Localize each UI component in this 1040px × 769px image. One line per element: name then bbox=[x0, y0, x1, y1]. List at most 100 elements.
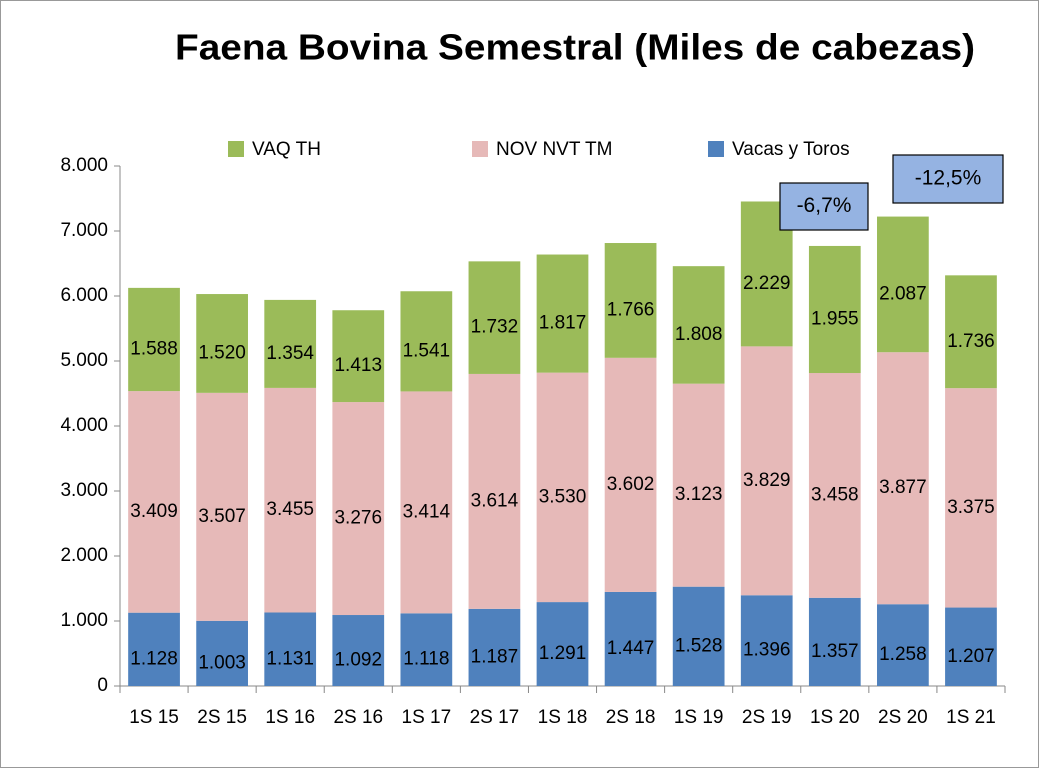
bar-segment bbox=[740, 346, 793, 596]
data-label: 1.207 bbox=[947, 646, 995, 667]
bar-segment bbox=[604, 357, 657, 592]
bar-segment bbox=[400, 291, 453, 392]
data-label: 1.520 bbox=[198, 342, 246, 363]
bar-segment bbox=[877, 216, 929, 353]
annotation-box bbox=[892, 154, 1004, 204]
bar-segment bbox=[808, 597, 861, 686]
bar-segment bbox=[128, 391, 180, 613]
data-label: 3.877 bbox=[879, 477, 927, 498]
bar-segment bbox=[400, 391, 453, 614]
bar-segment bbox=[128, 287, 180, 392]
bar-segment bbox=[604, 243, 657, 358]
data-label: 1.766 bbox=[607, 299, 655, 320]
data-label: 3.602 bbox=[607, 474, 655, 495]
legend-label: Vacas y Toros bbox=[732, 139, 850, 160]
data-label: 1.003 bbox=[198, 652, 246, 673]
y-tick-label: 5.000 bbox=[60, 350, 108, 371]
bar-segment bbox=[400, 613, 453, 686]
x-tick-label: 2S 19 bbox=[742, 707, 792, 728]
bar-segment bbox=[196, 294, 248, 393]
x-tick-label: 1S 21 bbox=[946, 707, 996, 728]
legend-swatch bbox=[472, 141, 488, 157]
bar-segment bbox=[264, 387, 317, 613]
data-label: 1.588 bbox=[130, 339, 178, 360]
data-label: 1.817 bbox=[539, 313, 587, 334]
data-label: 3.276 bbox=[334, 508, 382, 529]
data-label: 3.414 bbox=[403, 501, 451, 522]
bar-segment bbox=[877, 352, 929, 605]
x-tick-label: 2S 17 bbox=[470, 707, 520, 728]
data-label: 1.447 bbox=[607, 638, 655, 659]
data-label: 1.541 bbox=[403, 340, 451, 361]
x-tick-label: 1S 20 bbox=[810, 707, 860, 728]
annotation: -12,5% bbox=[915, 167, 982, 190]
bar-segment bbox=[808, 245, 861, 374]
data-label: 3.409 bbox=[130, 501, 178, 522]
x-tick-label: 2S 20 bbox=[878, 707, 928, 728]
x-tick-label: 2S 15 bbox=[197, 707, 247, 728]
bar-segment bbox=[264, 299, 317, 388]
bar-segment bbox=[604, 591, 657, 686]
data-label: 3.530 bbox=[539, 486, 587, 507]
x-tick-label: 1S 15 bbox=[129, 707, 179, 728]
bar-segment bbox=[672, 266, 725, 384]
data-label: 2.087 bbox=[879, 283, 927, 304]
data-label: 3.829 bbox=[743, 470, 791, 491]
bar-segment bbox=[332, 402, 385, 616]
legend-label: VAQ TH bbox=[252, 139, 321, 160]
data-label: 1.808 bbox=[675, 324, 723, 345]
bar-segment bbox=[332, 310, 385, 403]
x-tick-label: 1S 16 bbox=[265, 707, 315, 728]
x-tick-label: 1S 17 bbox=[402, 707, 452, 728]
data-label: 3.614 bbox=[471, 490, 519, 511]
bar-segment bbox=[945, 607, 997, 686]
data-label: 3.375 bbox=[947, 497, 995, 518]
data-label: 3.455 bbox=[266, 499, 314, 520]
data-label: 1.131 bbox=[266, 648, 314, 669]
data-label: 3.458 bbox=[811, 484, 859, 505]
data-label: 1.736 bbox=[947, 331, 995, 352]
bar-segment bbox=[332, 615, 385, 686]
data-label: 1.528 bbox=[675, 635, 723, 656]
data-label: 2.229 bbox=[743, 273, 791, 294]
data-label: 1.258 bbox=[879, 644, 927, 665]
bar-segment bbox=[672, 383, 725, 587]
y-tick-label: 7.000 bbox=[60, 220, 108, 241]
y-tick-label: 0 bbox=[97, 675, 108, 696]
data-label: 1.396 bbox=[743, 640, 791, 661]
bar-segment bbox=[740, 595, 793, 686]
y-tick-label: 1.000 bbox=[60, 610, 108, 631]
bar-segment bbox=[945, 388, 997, 608]
bar-segment bbox=[468, 373, 521, 609]
bar-segment bbox=[536, 602, 589, 686]
y-tick-label: 6.000 bbox=[60, 285, 108, 306]
bar-segment bbox=[264, 612, 317, 686]
data-label: 3.123 bbox=[675, 484, 723, 505]
legend-swatch bbox=[228, 141, 244, 157]
data-label: 1.955 bbox=[811, 309, 859, 330]
data-label: 1.092 bbox=[334, 650, 382, 671]
bar-segment bbox=[536, 372, 589, 603]
bar-segment bbox=[128, 612, 180, 686]
x-tick-label: 2S 16 bbox=[333, 707, 383, 728]
annotation: -6,7% bbox=[797, 194, 852, 217]
bar-segment bbox=[877, 604, 929, 686]
bar-segment bbox=[468, 261, 521, 374]
bar-segment bbox=[196, 392, 248, 621]
data-label: 1.128 bbox=[130, 648, 178, 669]
y-tick-label: 3.000 bbox=[60, 480, 108, 501]
data-label: 1.118 bbox=[403, 649, 449, 670]
bar-segment bbox=[536, 254, 589, 373]
x-tick-label: 2S 18 bbox=[606, 707, 656, 728]
y-tick-label: 2.000 bbox=[60, 545, 108, 566]
x-tick-label: 1S 18 bbox=[538, 707, 588, 728]
data-label: 1.357 bbox=[811, 641, 859, 662]
x-tick-label: 1S 19 bbox=[674, 707, 724, 728]
chart-title: Faena Bovina Semestral (Miles de cabezas… bbox=[175, 27, 975, 68]
bar-segment bbox=[945, 275, 997, 389]
bar-segment bbox=[808, 373, 861, 598]
data-label: 3.507 bbox=[198, 506, 246, 527]
annotation-box bbox=[779, 182, 869, 231]
y-tick-label: 4.000 bbox=[60, 415, 108, 436]
